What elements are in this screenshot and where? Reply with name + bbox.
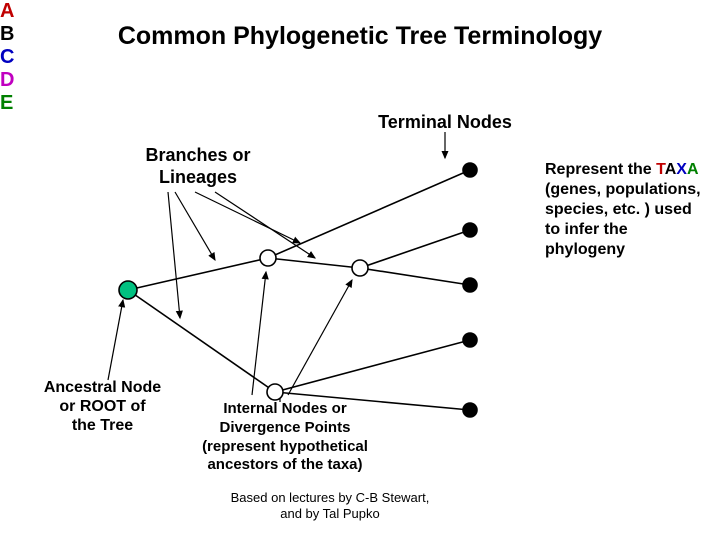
tree-svg [0, 0, 720, 540]
